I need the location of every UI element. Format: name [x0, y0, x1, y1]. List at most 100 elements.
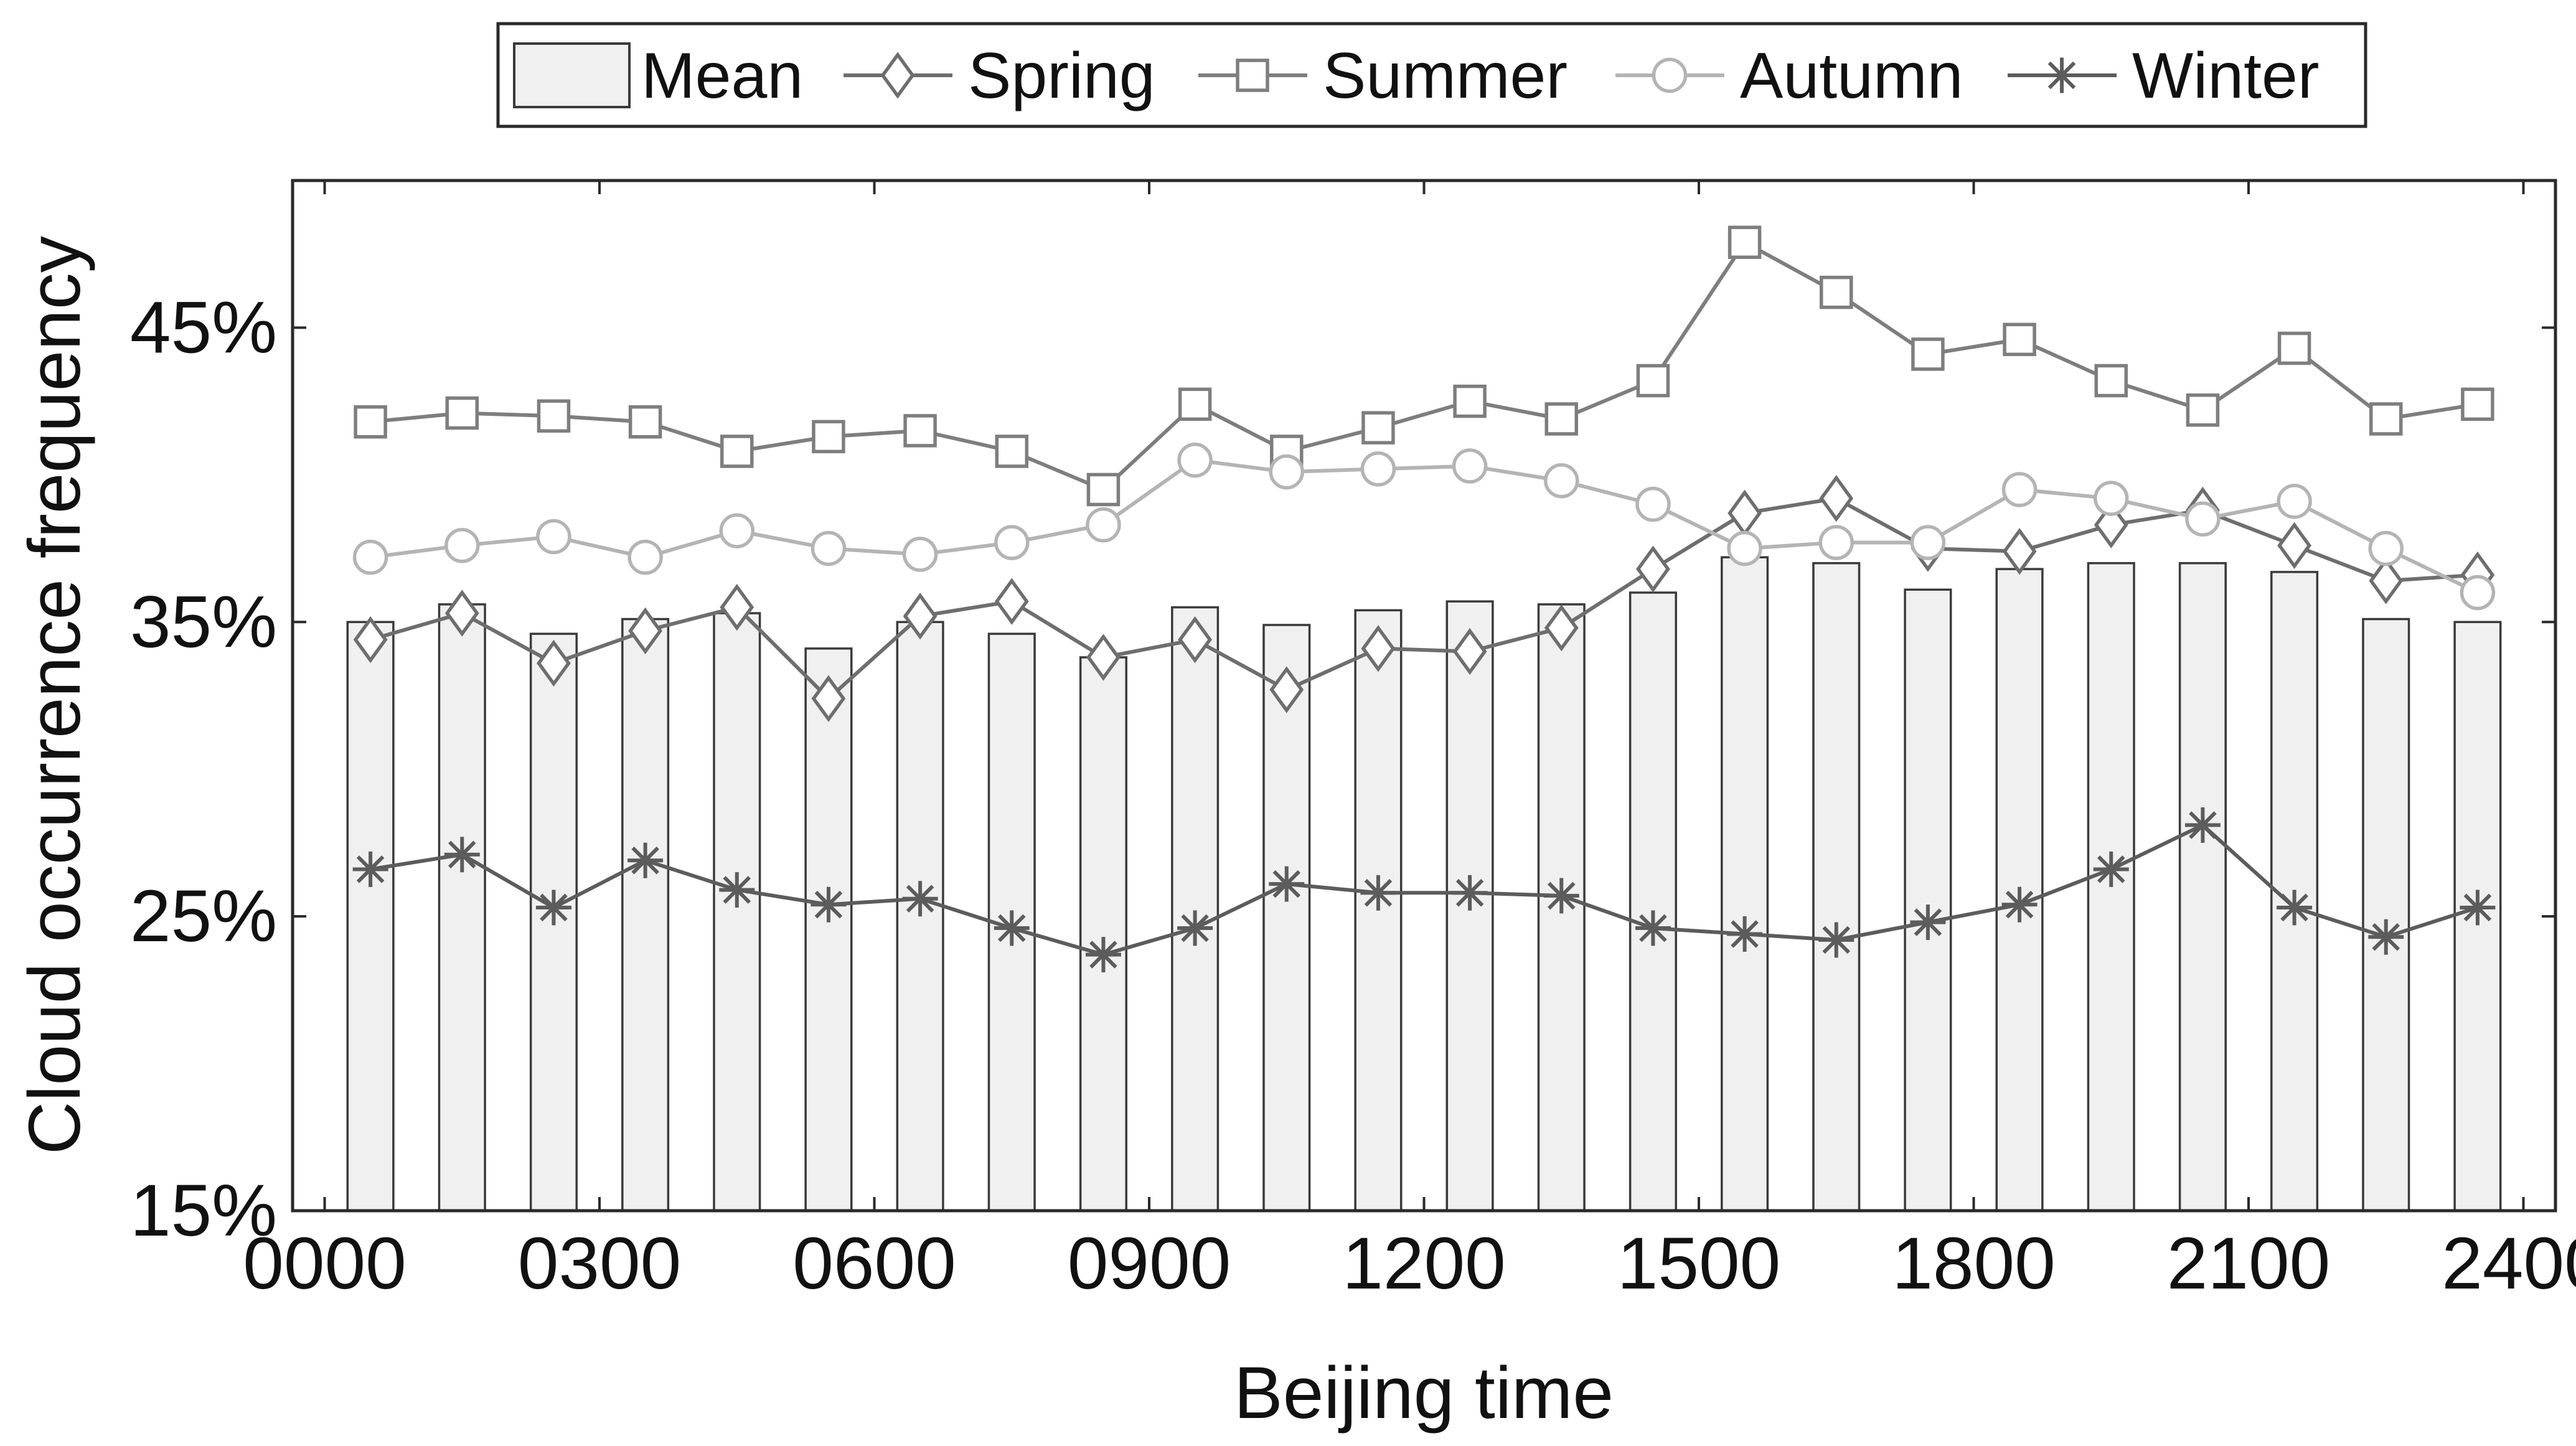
spring-point: [537, 639, 571, 687]
mean-bar: [1812, 561, 1861, 1212]
winter-point-stroke: [814, 890, 843, 919]
legend-label-winter: Winter: [2132, 40, 2319, 112]
winter-point: [2277, 890, 2313, 926]
winter-point-stroke: [2189, 811, 2217, 839]
autumn-point: [2001, 472, 2038, 507]
autumn-point: [1086, 507, 1121, 543]
summer-point: [1361, 411, 1395, 444]
winter-point-stroke: [1731, 920, 1759, 948]
spring-point: [1269, 666, 1304, 713]
x-tick-label: 0000: [243, 1223, 407, 1305]
summer-point: [2277, 331, 2311, 365]
spring-point: [903, 593, 938, 640]
autumn-point: [2277, 484, 2312, 519]
mean-bar: [804, 647, 853, 1212]
spring-point: [1361, 625, 1396, 672]
winter-point: [1177, 910, 1213, 946]
winter-point: [352, 851, 388, 887]
y-tick-label: 35%: [130, 581, 277, 663]
summer-point: [720, 434, 754, 468]
summer-point: [354, 405, 387, 439]
summer-point: [1544, 402, 1578, 436]
legend-items: Mean Spring Summer Autumn Winter: [513, 40, 2319, 112]
winter-point-stroke: [906, 885, 934, 913]
mean-bar: [438, 603, 486, 1212]
legend-label-mean: Mean: [641, 40, 803, 112]
spring-point: [811, 675, 846, 722]
spring-point: [1178, 616, 1212, 664]
autumn-point: [628, 540, 663, 575]
ticks-layer: 0000 0300 0600 0900 1200 1500 1800 2100 2400 15% 2…: [130, 181, 2576, 1305]
legend-label-autumn: Autumn: [1740, 40, 1963, 112]
winter-point-stroke: [2005, 890, 2034, 919]
summer-point: [1911, 337, 1945, 371]
mean-bar: [1904, 588, 1952, 1212]
mean-bar: [1629, 591, 1677, 1212]
autumn-point: [2185, 501, 2221, 537]
autumn-point: [902, 537, 938, 572]
spring-point: [628, 607, 662, 655]
autumn-point: [536, 519, 571, 555]
winter-point-stroke: [448, 840, 476, 869]
winter-point-stroke: [2280, 893, 2308, 922]
summer-point: [1819, 275, 1853, 309]
summer-point: [903, 414, 937, 448]
summer-point: [1636, 364, 1670, 398]
y-axis-title: Cloud occurrence frequency: [14, 236, 96, 1155]
summer-point: [812, 420, 845, 454]
summer-point: [628, 405, 662, 439]
winter-point: [1452, 875, 1488, 911]
spring-point: [994, 578, 1029, 625]
winter-point: [2093, 851, 2129, 887]
spring-point: [1086, 634, 1121, 681]
winter-point: [2368, 919, 2404, 955]
winter-point: [1269, 866, 1305, 902]
winter-point: [1910, 904, 1946, 941]
spring-point: [353, 616, 388, 664]
legend-marker-winter: [2044, 57, 2080, 93]
spring-point: [1636, 545, 1670, 593]
x-tick-label: 0900: [1068, 1223, 1231, 1305]
autumn-point: [1543, 463, 1579, 499]
winter-point: [719, 872, 755, 908]
x-axis-title: Beijing time: [1234, 1352, 1614, 1434]
winter-point-stroke: [1364, 879, 1393, 907]
mean-bar: [1171, 606, 1220, 1212]
mean-bar: [1721, 556, 1769, 1212]
autumn-point: [1269, 454, 1305, 490]
winter-series-line: [370, 823, 2478, 957]
winter-point: [1085, 937, 1121, 973]
winter-point-stroke: [540, 893, 568, 922]
summer-point: [995, 434, 1029, 468]
winter-point: [2184, 807, 2221, 843]
summer-point: [2186, 393, 2220, 427]
spring-point: [2002, 528, 2037, 575]
summer-point: [2369, 402, 2403, 436]
autumn-point: [1452, 448, 1488, 484]
spring-point: [1544, 604, 1579, 652]
x-tick-label: 1800: [1892, 1223, 2056, 1305]
legend-marker-winter-stroke: [2047, 61, 2076, 90]
autumn-point: [994, 525, 1030, 560]
legend: Mean Spring Summer Autumn Winter: [496, 22, 2367, 128]
winter-point: [444, 837, 480, 873]
spring-point: [444, 589, 479, 637]
mean-bar: [346, 621, 395, 1212]
winter-point-stroke: [1547, 881, 1576, 910]
winter-point-stroke: [1181, 914, 1209, 942]
x-tick-label: 1200: [1342, 1223, 1506, 1305]
lines-layer: [352, 225, 2496, 973]
winter-point: [2460, 890, 2496, 926]
winter-point: [1818, 922, 1854, 958]
summer-point: [537, 399, 571, 433]
summer-point: [1728, 225, 1762, 260]
winter-point-stroke: [1914, 908, 1942, 936]
winter-point-stroke: [356, 855, 385, 883]
winter-point: [811, 886, 847, 923]
winter-point-stroke: [2372, 923, 2400, 951]
y-tick-label: 15%: [130, 1170, 277, 1252]
autumn-point: [1727, 530, 1762, 566]
autumn-point: [2093, 481, 2129, 516]
legend-label-summer: Summer: [1323, 40, 1568, 112]
